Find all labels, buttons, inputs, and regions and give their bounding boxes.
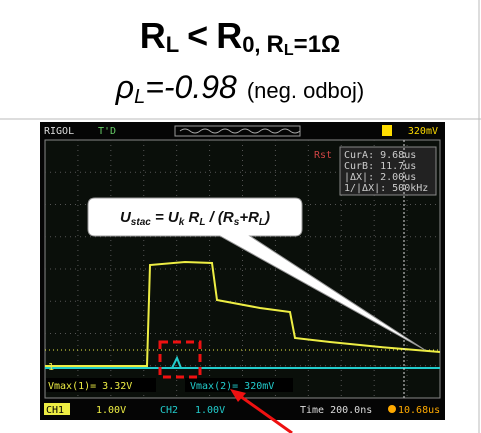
trig-icon bbox=[382, 125, 392, 136]
ch2-label: CH2 bbox=[160, 405, 178, 416]
rho: ρ bbox=[115, 69, 134, 105]
title-part: R bbox=[140, 15, 166, 56]
trig-pos: 10.68us bbox=[398, 405, 440, 416]
formula-part: +R bbox=[239, 209, 259, 226]
title-sub: L bbox=[166, 32, 179, 57]
ch1-marker: 1 bbox=[48, 362, 54, 373]
title-part: < bbox=[187, 15, 208, 56]
title-part: =1Ω bbox=[294, 31, 341, 58]
title-part: R bbox=[216, 15, 242, 56]
rst: Rst bbox=[314, 150, 332, 161]
ch1-scale: 1.00V bbox=[96, 405, 126, 416]
formula-part: R bbox=[184, 209, 199, 226]
page: RL<R0,RL=1Ω ρL=-0.98(neg. odboj) RIGOL T… bbox=[0, 0, 481, 433]
timebase: Time 200.0ns bbox=[300, 405, 372, 416]
formula-part: = U bbox=[151, 209, 180, 226]
trig-pos-icon bbox=[388, 405, 396, 413]
trig-status: T'D bbox=[98, 126, 116, 137]
title-sub: L bbox=[284, 42, 294, 59]
ch1-label: CH1 bbox=[46, 405, 64, 416]
cursor-readout: 1/|ΔX|: 500kHz bbox=[344, 183, 428, 194]
formula-part: ) bbox=[263, 209, 270, 226]
formula-part: / (R bbox=[205, 209, 233, 226]
note: (neg. odboj) bbox=[247, 78, 364, 103]
rho-sub: L bbox=[134, 86, 145, 108]
cursor-readout: CurB: 11.7us bbox=[344, 161, 416, 172]
formula-sub: stac bbox=[131, 217, 151, 228]
trig-level: 320mV bbox=[408, 126, 438, 137]
brand: RIGOL bbox=[44, 126, 74, 137]
cursor-readout: |ΔX|: 2.00us bbox=[344, 172, 416, 183]
cursor-readout: CurA: 9.68us bbox=[344, 150, 416, 161]
rho-value: =-0.98 bbox=[145, 69, 237, 105]
meas-1: Vmax(1)= 3.32V bbox=[48, 381, 132, 392]
title-sub: 0, bbox=[242, 32, 260, 57]
title-part: R bbox=[267, 31, 284, 58]
ch2-scale: 1.00V bbox=[195, 405, 225, 416]
